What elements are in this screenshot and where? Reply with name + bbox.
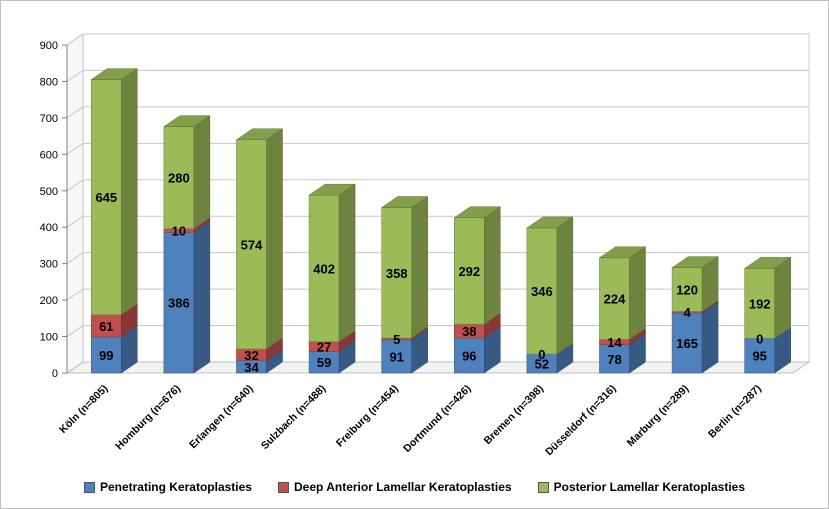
category-label: Bremen (n=398): [482, 383, 546, 447]
data-label: 52: [535, 357, 549, 372]
data-label: 96: [462, 349, 476, 364]
data-label: 78: [607, 352, 621, 367]
data-label: 5: [393, 332, 400, 347]
bar-segment: [91, 79, 122, 315]
data-label: 27: [317, 340, 331, 355]
data-label: 645: [95, 190, 117, 205]
category-label: Düsseldorf (n=316): [543, 383, 619, 459]
gridline: [66, 179, 809, 192]
data-label: 14: [607, 335, 622, 350]
category-label: Köln (n=805): [57, 383, 110, 436]
category-label: Homburg (n=676): [113, 383, 183, 453]
bar-segment-side: [774, 256, 791, 339]
legend-swatch-posterior: [537, 481, 549, 493]
bar-top-face: [743, 257, 792, 269]
data-label: 99: [99, 348, 113, 363]
bar-segment-side: [121, 68, 138, 316]
y-tick-label: 400: [40, 222, 58, 234]
gridline: [66, 142, 809, 155]
data-label: 386: [168, 296, 190, 311]
legend-item-posterior: Posterior Lamellar Keratoplasties: [537, 480, 746, 494]
bar-top-face: [598, 246, 647, 259]
stacked-bar-chart: 01002003004005006007008009009961645Köln …: [40, 33, 811, 459]
gridline: [66, 69, 809, 82]
bar-segment: [163, 232, 195, 374]
legend-swatch-penetrating: [83, 481, 95, 493]
bar-segment-side: [701, 301, 719, 374]
data-label: 358: [386, 266, 408, 281]
gridline: [66, 215, 809, 228]
legend-item-penetrating: Penetrating Keratoplasties: [83, 480, 252, 494]
y-tick-label: 100: [40, 332, 58, 344]
bar-segment: [744, 268, 776, 339]
bar-segment: [671, 312, 703, 374]
y-tick-label: 0: [52, 368, 58, 380]
bar-segment-side: [266, 128, 283, 350]
gridline: [66, 33, 809, 46]
data-label: 32: [244, 348, 258, 363]
legend-label-deep-anterior: Deep Anterior Lamellar Keratoplasties: [293, 480, 512, 494]
category-label: Dortmund (n=426): [401, 383, 473, 455]
legend-label-posterior: Posterior Lamellar Keratoplasties: [553, 480, 746, 494]
bar-top-face: [163, 115, 211, 127]
legend-label-penetrating: Penetrating Keratoplasties: [99, 480, 252, 494]
data-label: 10: [172, 224, 186, 239]
bar-segment-side: [193, 115, 211, 230]
category-label: Freiburg (n=454): [334, 383, 401, 450]
y-tick-label: 600: [40, 149, 58, 161]
data-label: 61: [99, 319, 113, 334]
data-label: 95: [752, 349, 766, 364]
y-tick-label: 200: [40, 295, 58, 307]
y-tick-label: 800: [40, 76, 58, 88]
bar-top-face: [526, 216, 574, 229]
y-tick-label: 700: [40, 113, 58, 125]
data-label: 574: [241, 237, 263, 252]
category-label: Sulzbach (n=488): [259, 383, 328, 452]
bar-segment: [671, 267, 703, 312]
bar-segment: [744, 338, 776, 374]
bar-top-face: [453, 206, 502, 218]
category-label: Berlin (n=287): [706, 383, 764, 441]
category-label: Erlangen (n=640): [187, 383, 256, 452]
data-label: 91: [389, 349, 403, 364]
data-label: 0: [756, 331, 763, 346]
data-label: 224: [604, 292, 626, 307]
data-label: 192: [749, 296, 771, 311]
bar-segment-side: [484, 206, 501, 325]
data-label: 59: [317, 355, 331, 370]
bar-top-face: [380, 196, 429, 208]
data-label: 38: [462, 324, 476, 339]
legend-item-deep-anterior: Deep Anterior Lamellar Keratoplasties: [277, 480, 512, 494]
y-tick-label: 300: [40, 259, 58, 271]
category-label: Marburg (n=289): [625, 383, 691, 449]
legend-swatch-deep-anterior: [277, 481, 289, 493]
data-label: 34: [244, 360, 259, 375]
data-label: 292: [458, 264, 480, 279]
data-label: 0: [538, 347, 545, 362]
y-tick-label: 500: [40, 186, 58, 198]
bar-segment-side: [193, 220, 211, 374]
bar-segment-side: [556, 216, 574, 355]
bar-segment-side: [629, 246, 646, 340]
bar-segment: [526, 227, 558, 355]
bar-top-face: [308, 183, 356, 196]
bar-top-face: [90, 68, 139, 80]
y-tick-label: 900: [40, 40, 58, 52]
bar-segment-side: [411, 196, 428, 339]
bar-segment: [381, 339, 413, 374]
gridline: [66, 106, 809, 119]
bar-segment-side: [338, 183, 356, 343]
data-label: 165: [676, 336, 698, 351]
legend: Penetrating Keratoplasties Deep Anterior…: [0, 480, 829, 494]
data-label: 280: [168, 171, 190, 186]
data-label: 402: [313, 261, 335, 276]
data-label: 346: [531, 284, 553, 299]
bar-segment: [599, 257, 630, 340]
data-label: 4: [683, 305, 691, 320]
bar-top-face: [671, 256, 719, 268]
side-wall: [66, 33, 84, 374]
bar-top-face: [235, 128, 284, 141]
data-label: 120: [676, 283, 698, 298]
